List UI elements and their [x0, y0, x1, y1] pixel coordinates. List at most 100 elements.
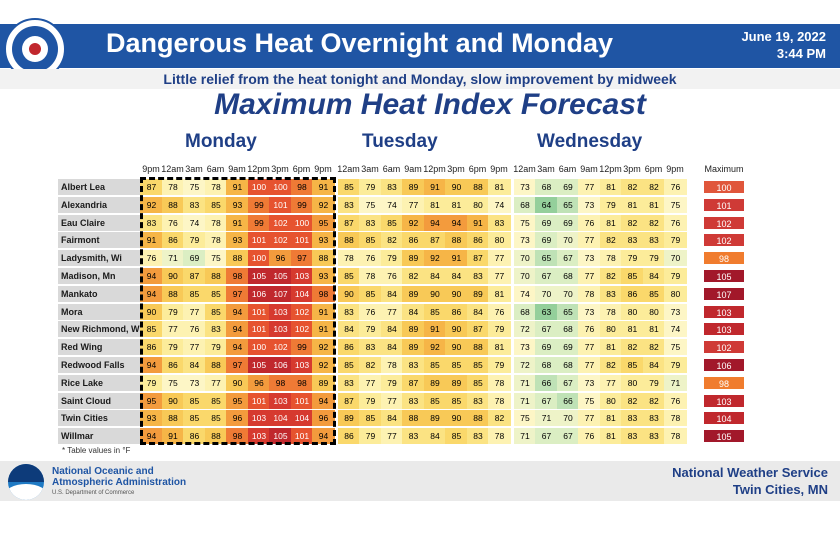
heat-index-cell: 104: [269, 410, 292, 427]
maximum-cell: 104: [703, 411, 745, 426]
heat-index-cell: 84: [466, 303, 490, 320]
heat-index-cell: 83: [466, 268, 490, 284]
heat-index-cell: 94: [140, 268, 163, 284]
heat-index-cell: 76: [488, 303, 511, 320]
heat-index-cell: 99: [247, 196, 271, 213]
heat-index-cell: 69: [556, 179, 580, 195]
heat-index-cell: 79: [359, 428, 382, 445]
heat-index-cell: 86: [337, 339, 361, 356]
city-label: Ladysmith, Wi: [58, 250, 140, 267]
maximum-cell: 100: [703, 180, 745, 194]
heat-index-cell: 105: [247, 357, 271, 373]
heat-index-cell: 91: [161, 428, 185, 445]
heat-index-cell: 70: [556, 410, 580, 427]
city-label: Rice Lake: [58, 374, 140, 391]
heat-index-cell: 84: [642, 357, 666, 373]
heat-index-cell: 75: [513, 410, 537, 427]
heat-index-cell: 85: [359, 410, 382, 427]
heat-index-cell: 79: [664, 357, 687, 373]
heat-index-cell: 85: [337, 357, 361, 373]
heat-index-cell: 100: [247, 179, 271, 195]
heat-index-cell: 91: [140, 232, 163, 249]
heat-index-cell: 100: [269, 179, 292, 195]
heat-index-cell: 85: [359, 285, 382, 302]
heat-index-cell: 83: [359, 339, 382, 356]
heat-index-cell: 76: [161, 214, 185, 231]
day-label-wednesday: Wednesday: [537, 131, 643, 152]
heat-index-cell: 91: [445, 250, 468, 267]
hour-label: 3am: [185, 164, 203, 174]
heat-index-cell: 101: [290, 392, 314, 409]
heat-index-cell: 64: [535, 196, 558, 213]
heat-index-cell: 76: [578, 214, 601, 231]
heat-index-cell: 77: [488, 250, 511, 267]
heat-index-cell: 76: [664, 214, 687, 231]
heat-index-cell: 71: [513, 374, 537, 391]
monday-highlight-box: [140, 177, 336, 445]
heat-index-cell: 84: [380, 410, 404, 427]
hour-label: 9pm: [490, 164, 508, 174]
heat-index-cell: 83: [621, 410, 644, 427]
heat-index-cell: 65: [535, 250, 558, 267]
heat-index-cell: 73: [578, 196, 601, 213]
heat-index-cell: 82: [359, 357, 382, 373]
heat-index-cell: 85: [380, 214, 404, 231]
heat-index-cell: 103: [269, 392, 292, 409]
heat-index-cell: 97: [226, 357, 249, 373]
city-label: Eau Claire: [58, 214, 140, 231]
hour-label: 6am: [382, 164, 401, 174]
heat-index-cell: 94: [226, 321, 249, 338]
title-banner: [0, 24, 840, 68]
heat-index-cell: 93: [226, 232, 249, 249]
heat-index-cell: 101: [247, 321, 271, 338]
heat-index-cell: 89: [312, 374, 335, 391]
heat-index-cell: 69: [535, 232, 558, 249]
table-row: Mora 90 79 77 85 94 101 103 102 91 83 76 77 84 85 86 84 7…: [58, 303, 758, 320]
heat-index-cell: 81: [642, 196, 666, 213]
hour-label: 6pm: [644, 164, 663, 174]
nws-logo-icon: [4, 18, 66, 80]
heat-index-cell: 75: [359, 196, 382, 213]
heat-index-cell: 79: [621, 250, 644, 267]
heat-index-cell: 77: [578, 179, 601, 195]
heat-index-cell: 83: [402, 357, 425, 373]
heat-index-cell: 82: [621, 392, 644, 409]
heat-index-cell: 85: [423, 357, 447, 373]
heat-index-cell: 70: [513, 268, 537, 284]
heat-index-cell: 85: [183, 410, 206, 427]
heat-index-cell: 79: [642, 250, 666, 267]
hour-label: 9pm: [142, 164, 160, 174]
maximum-cell: 103: [703, 393, 745, 408]
heat-index-cell: 81: [621, 196, 644, 213]
heat-index-cell: 91: [226, 179, 249, 195]
city-label: Mora: [58, 303, 140, 320]
heat-index-cell: 74: [488, 196, 511, 213]
heat-index-cell: 84: [423, 428, 447, 445]
heat-index-cell: 77: [402, 196, 425, 213]
heat-index-cell: 75: [664, 339, 687, 356]
hour-label: 6pm: [292, 164, 311, 174]
heat-index-cell: 78: [664, 428, 687, 445]
heat-index-cell: 80: [466, 196, 490, 213]
heat-index-cell: 75: [578, 392, 601, 409]
heat-index-cell: 98: [269, 374, 292, 391]
heat-index-cell: 92: [423, 339, 447, 356]
heat-index-cell: 82: [402, 268, 425, 284]
heat-index-cell: 81: [599, 339, 623, 356]
noaa-department: U.S. Department of Commerce: [52, 490, 135, 496]
issued-datetime: June 19, 2022 3:44 PM: [741, 28, 826, 62]
heat-index-cell: 89: [402, 321, 425, 338]
heat-index-cell: 88: [204, 428, 228, 445]
heat-index-cell: 73: [664, 303, 687, 320]
heat-index-cell: 78: [359, 268, 382, 284]
city-label: New Richmond, Wi: [58, 321, 140, 338]
heat-index-cell: 70: [556, 232, 580, 249]
heat-index-cell: 96: [269, 250, 292, 267]
subtitle: Little relief from the heat tonight and …: [0, 69, 840, 89]
heat-index-cell: 101: [269, 196, 292, 213]
heat-index-cell: 76: [380, 268, 404, 284]
heat-index-cell: 68: [513, 303, 537, 320]
heat-index-cell: 77: [578, 357, 601, 373]
heat-index-cell: 99: [290, 196, 314, 213]
heat-index-cell: 77: [183, 303, 206, 320]
